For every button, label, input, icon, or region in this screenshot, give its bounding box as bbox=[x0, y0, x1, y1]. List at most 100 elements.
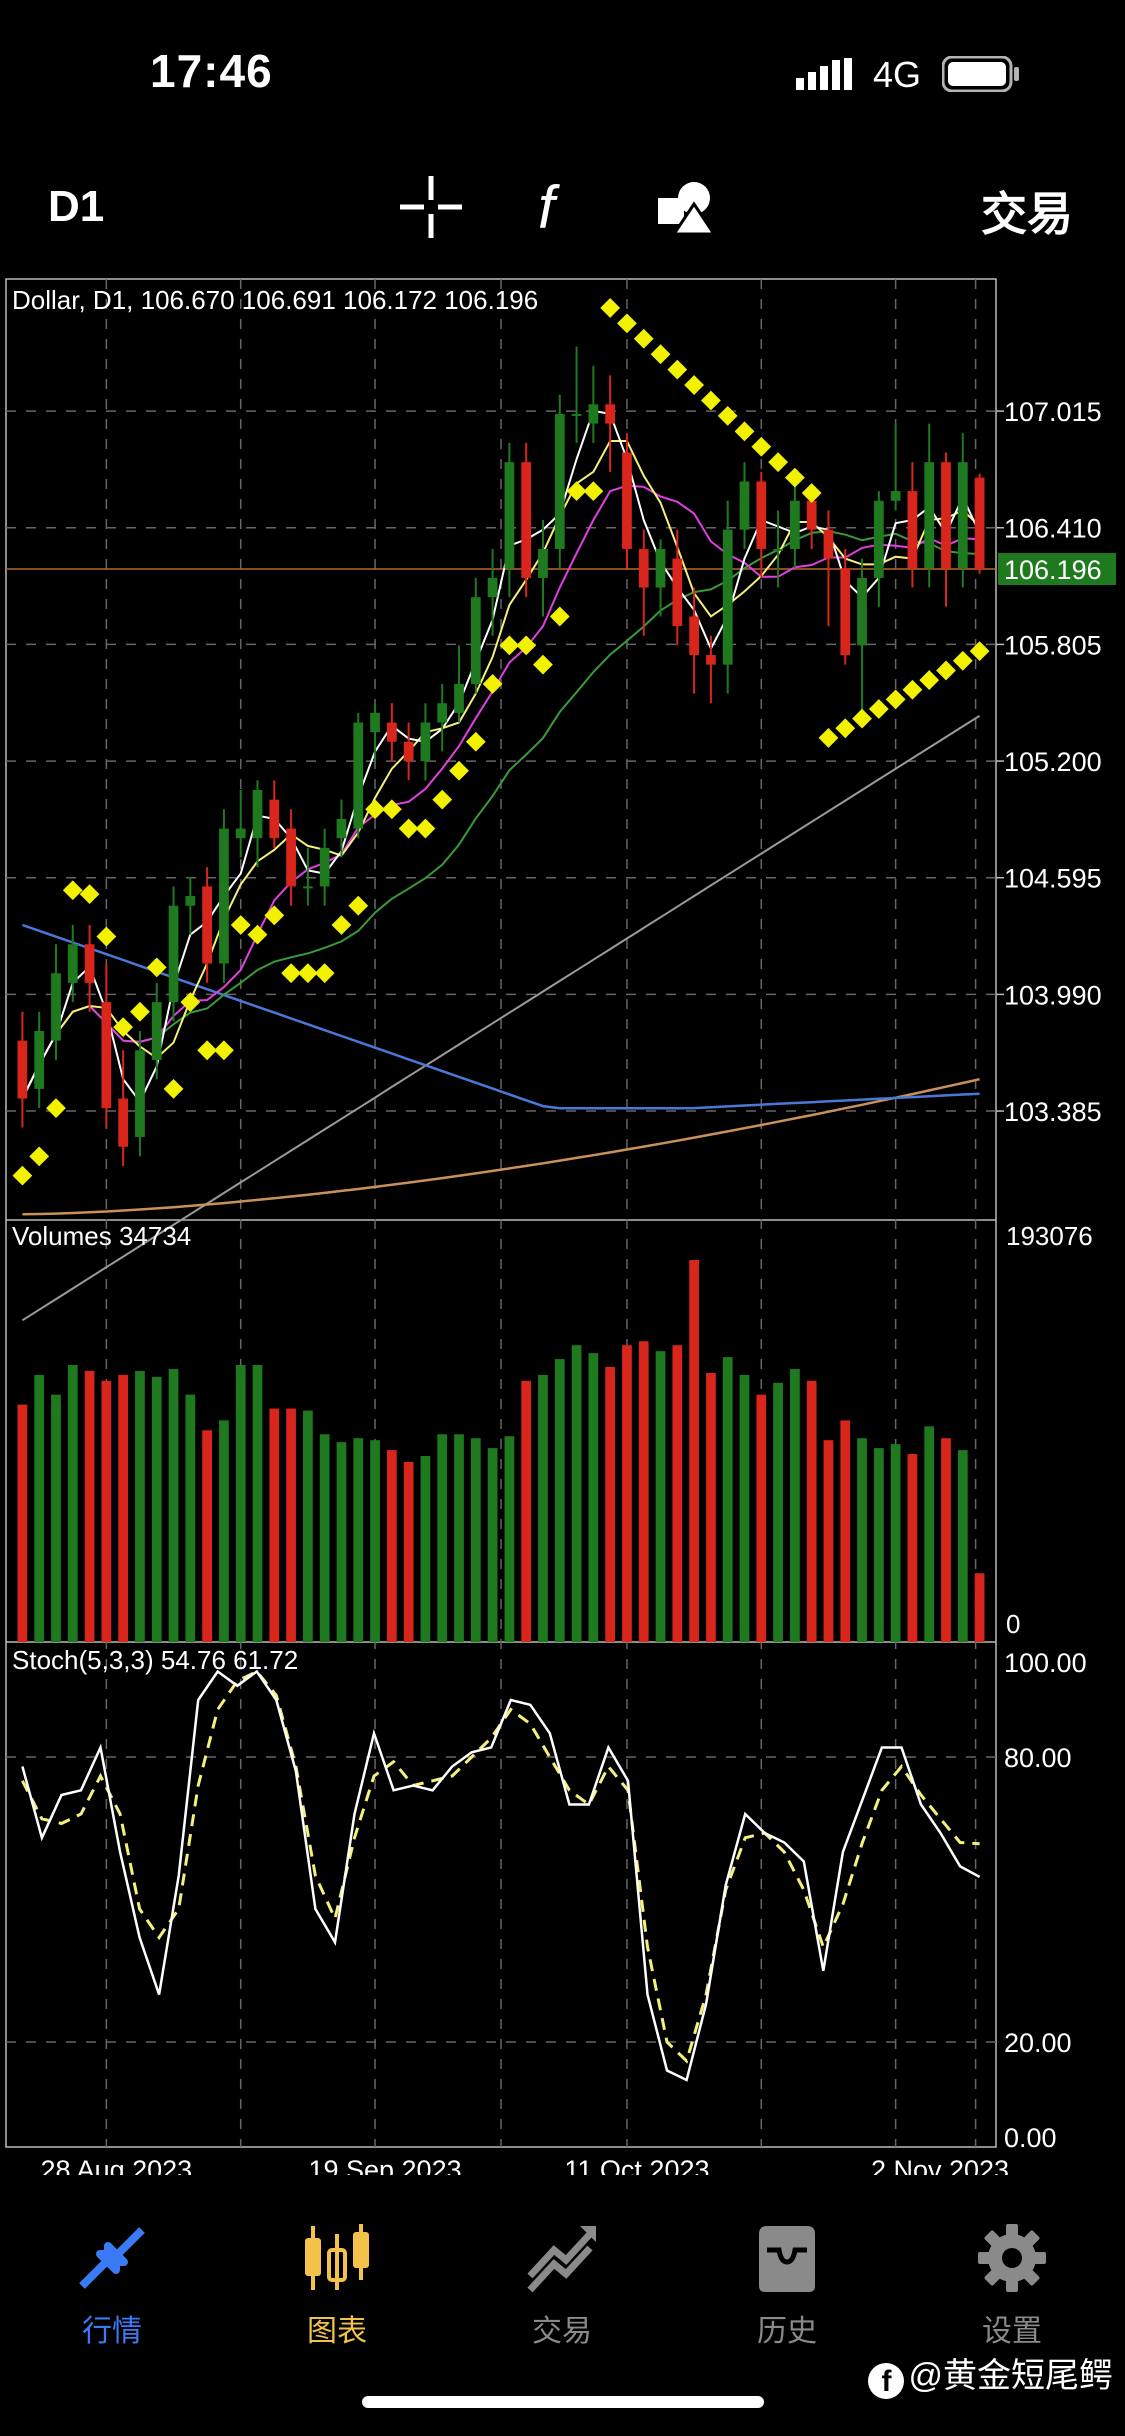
ma-yellow-line bbox=[21, 440, 981, 1099]
sar-dot bbox=[62, 880, 83, 901]
status-time: 17:46 bbox=[150, 45, 273, 97]
candle-body bbox=[470, 597, 481, 684]
volume-bar bbox=[521, 1380, 532, 1642]
candle-body bbox=[907, 491, 918, 569]
sar-dot bbox=[12, 1165, 33, 1186]
volume-bar bbox=[823, 1440, 834, 1642]
chart-header: Dollar, D1, 106.670 106.691 106.172 106.… bbox=[12, 285, 538, 315]
volume-bar bbox=[571, 1345, 582, 1642]
current-price-label: 106.196 bbox=[1004, 555, 1102, 585]
ma-gray-line bbox=[21, 714, 981, 1322]
sar-dot bbox=[398, 818, 419, 839]
sar-dot bbox=[348, 895, 369, 916]
volume-bar bbox=[790, 1368, 800, 1642]
candle-body bbox=[554, 413, 565, 549]
volume-bar bbox=[370, 1440, 380, 1642]
candle-body bbox=[252, 789, 263, 839]
volume-bar bbox=[974, 1573, 985, 1642]
trade-icon bbox=[527, 2226, 596, 2293]
sar-dot bbox=[852, 708, 872, 729]
indicator-icon[interactable]: f bbox=[524, 172, 594, 242]
volume-bar bbox=[420, 1456, 431, 1642]
sar-dot bbox=[734, 421, 755, 442]
volume-bar bbox=[638, 1341, 649, 1642]
svg-text:f: f bbox=[538, 174, 560, 241]
sar-dot bbox=[465, 731, 486, 752]
facebook-icon: f bbox=[868, 2363, 905, 2399]
candle-body bbox=[857, 577, 867, 646]
price-chart[interactable]: Dollar, D1, 106.670 106.691 106.172 106.… bbox=[0, 275, 1125, 2185]
objects-icon[interactable] bbox=[652, 172, 722, 242]
home-indicator[interactable] bbox=[362, 2396, 764, 2408]
sar-dot bbox=[919, 670, 940, 690]
volume-bar bbox=[538, 1374, 548, 1642]
ma-blue-line bbox=[21, 923, 980, 1110]
candle-body bbox=[638, 548, 649, 588]
sar-dot bbox=[331, 915, 352, 935]
sar-dot bbox=[297, 963, 318, 984]
sar-dot bbox=[96, 926, 117, 947]
battery-icon bbox=[942, 56, 1019, 92]
trade-button[interactable]: 交易 bbox=[981, 188, 1073, 240]
sar-dot bbox=[885, 689, 906, 710]
sar-dot bbox=[381, 799, 402, 820]
candle-body bbox=[773, 548, 783, 551]
timeframe-button[interactable]: D1 bbox=[48, 182, 105, 231]
volume-bars bbox=[17, 1260, 985, 1642]
volume-bar bbox=[118, 1374, 129, 1642]
settings-icon bbox=[978, 2224, 1046, 2292]
volume-bar bbox=[840, 1420, 851, 1642]
stoch-label: Stoch(5,3,3) 54.76 61.72 bbox=[12, 1645, 298, 1675]
volume-bar bbox=[386, 1450, 397, 1642]
volume-bar bbox=[672, 1345, 683, 1642]
price-axis-label: 105.200 bbox=[1004, 747, 1102, 777]
chart-area[interactable]: Dollar, D1, 106.670 106.691 106.172 106.… bbox=[0, 275, 1125, 2185]
tab-trade-label: 交易 bbox=[532, 2315, 592, 2348]
sar-dot bbox=[281, 963, 301, 984]
sar-dot bbox=[415, 818, 436, 839]
sar-dot bbox=[482, 674, 503, 694]
volume-bar bbox=[957, 1450, 968, 1642]
candle-body bbox=[202, 886, 212, 964]
candle-body bbox=[319, 847, 330, 887]
volume-bar bbox=[890, 1444, 901, 1642]
time-axis-label: 11 Oct 2023 bbox=[564, 2155, 709, 2175]
sar-dot bbox=[46, 1098, 66, 1119]
sar-dot bbox=[768, 452, 788, 473]
moving-averages bbox=[21, 409, 981, 1322]
candle-body bbox=[353, 722, 364, 829]
candle-body bbox=[135, 1050, 145, 1138]
tab-chart-label: 图表 bbox=[307, 2315, 367, 2348]
candle-body bbox=[118, 1098, 129, 1147]
candle-body bbox=[370, 712, 380, 733]
volume-bar bbox=[857, 1438, 867, 1642]
candle-body bbox=[151, 1002, 162, 1060]
candle-body bbox=[924, 462, 935, 569]
price-axis-label: 103.385 bbox=[1004, 1097, 1102, 1127]
price-axis-label: 104.595 bbox=[1004, 864, 1102, 894]
volume-bar bbox=[403, 1461, 414, 1642]
tab-history[interactable]: 历史 bbox=[687, 2220, 887, 2350]
tab-settings[interactable]: 设置 bbox=[912, 2220, 1112, 2350]
tab-trade[interactable]: 交易 bbox=[462, 2220, 662, 2350]
tab-quotes[interactable]: 行情 bbox=[12, 2220, 212, 2350]
current-price-tag bbox=[998, 553, 1116, 586]
sar-dot bbox=[79, 884, 100, 905]
candle-body bbox=[34, 1031, 45, 1089]
sar-dot bbox=[180, 992, 201, 1013]
time-axis: 28 Aug 2023 19 Sep 2023 11 Oct 2023 2 Nov 2… bbox=[41, 2155, 1010, 2185]
volume-bar bbox=[303, 1410, 313, 1642]
volume-bar bbox=[202, 1430, 212, 1642]
sar-dot bbox=[566, 481, 587, 502]
sar-dot bbox=[549, 606, 570, 627]
volume-bar bbox=[941, 1438, 951, 1642]
sar-dot bbox=[264, 905, 285, 926]
tab-settings-label: 设置 bbox=[982, 2315, 1042, 2348]
crosshair-icon[interactable] bbox=[396, 172, 466, 242]
ma-white-line bbox=[21, 409, 981, 1104]
sar-dot bbox=[163, 1078, 184, 1099]
volume-bar bbox=[252, 1365, 263, 1642]
tab-chart[interactable]: 图表 bbox=[237, 2220, 437, 2350]
status-bar: 17:46 4G bbox=[0, 0, 1125, 150]
candle-body bbox=[538, 548, 548, 578]
